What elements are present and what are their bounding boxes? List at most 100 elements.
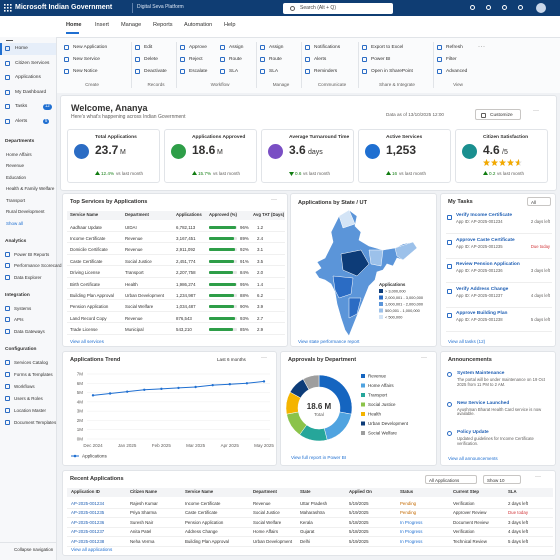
cell[interactable]: AP-2025-001236 [71, 519, 105, 525]
period-dropdown[interactable]: Last 6 months [213, 355, 257, 364]
announcement-title[interactable]: New Service Launched [457, 400, 510, 406]
nav-item[interactable]: Services Catalog [14, 359, 49, 365]
ribbon-button[interactable]: Deactivate [144, 69, 167, 74]
ribbon-button[interactable]: Reminders [314, 69, 338, 74]
ribbon-button[interactable]: Delete [144, 57, 158, 62]
ribbon-button[interactable]: Power BI [371, 57, 391, 62]
top-icon[interactable] [470, 5, 475, 10]
nav-item[interactable]: Document Templates [14, 419, 57, 425]
ribbon-button[interactable]: Route [229, 57, 242, 62]
nav-item[interactable]: Education [6, 174, 27, 180]
nav-item[interactable]: Applications [15, 75, 41, 81]
nav-item[interactable]: Home Affairs [6, 151, 32, 157]
top-icon[interactable] [486, 5, 491, 10]
search-box[interactable]: Search (Alt + Q) [283, 2, 393, 14]
nav-item[interactable]: APIs [14, 317, 24, 322]
link[interactable]: View state performance report [298, 339, 360, 344]
nav-item[interactable]: Revenue [6, 163, 25, 168]
ribbon-button[interactable]: New Service [73, 57, 100, 62]
nav-item[interactable]: Data Explorer [14, 274, 42, 280]
ribbon-button[interactable]: Alerts [314, 57, 327, 62]
cell[interactable]: AP-2025-001234 [71, 501, 105, 506]
link[interactable]: View all announcements [448, 456, 498, 461]
nav-item[interactable]: Users & Roles [14, 395, 43, 401]
link[interactable]: View all applications [71, 547, 113, 552]
cell[interactable]: AP-2025-001237 [71, 529, 105, 535]
nav-item[interactable]: Workflows [14, 383, 35, 389]
filter-dropdown[interactable]: All Applications [425, 475, 477, 484]
bar [209, 248, 235, 252]
ribbon-button[interactable]: Route [269, 57, 282, 62]
link[interactable]: View all services [70, 339, 104, 344]
nav-item[interactable]: Alerts [15, 119, 28, 124]
ribbon-tab[interactable]: Help [224, 22, 236, 28]
cell[interactable]: AP-2025-001235 [71, 510, 105, 516]
nav-item[interactable]: Tasks [15, 104, 28, 110]
more[interactable]: ··· [478, 44, 486, 50]
task-title[interactable]: Review Pension Application [456, 262, 520, 267]
ribbon-button[interactable]: Filter [446, 57, 457, 62]
nav-item[interactable]: My Dashboard [15, 89, 47, 95]
more[interactable]: ··· [271, 197, 277, 203]
avatar[interactable] [536, 3, 546, 13]
ribbon-button[interactable]: New Notice [73, 69, 98, 74]
ribbon-button[interactable]: Notifications [314, 45, 341, 50]
ribbon-button[interactable]: Advanced [446, 69, 468, 74]
filter-dropdown[interactable]: All [527, 197, 551, 206]
more[interactable]: ··· [421, 355, 427, 361]
legend-swatch [361, 421, 365, 426]
ribbon-group-label: Communicate [317, 82, 347, 87]
nav-collapse[interactable]: Collapse navigation [14, 547, 54, 552]
ribbon-button[interactable]: Edit [144, 45, 153, 50]
ribbon-button[interactable]: New Application [73, 45, 108, 50]
task-title[interactable]: Approve Building Plan [456, 311, 508, 316]
task-title[interactable]: Verify Address Change [456, 286, 509, 292]
top-icon[interactable] [502, 5, 507, 10]
kpi-value: 4.6 [483, 143, 500, 157]
task-title[interactable]: Approve Caste Certificate [456, 237, 515, 243]
nav-link[interactable]: Show all [6, 220, 24, 226]
ribbon-button[interactable]: Refresh [446, 45, 463, 50]
ribbon-button[interactable]: Approve [189, 45, 207, 50]
filter-dropdown[interactable]: Show 10 [483, 475, 521, 484]
ribbon-button[interactable]: Assign [229, 45, 244, 50]
cell[interactable]: AP-2025-001238 [71, 538, 105, 544]
more[interactable]: ··· [535, 474, 541, 480]
ribbon-button[interactable]: Export to Excel [371, 45, 404, 50]
ribbon-button[interactable]: SLA [229, 69, 239, 74]
nav-item[interactable]: Systems [14, 305, 32, 311]
icon [437, 69, 442, 74]
link[interactable]: View all tasks (12) [448, 339, 486, 344]
ribbon-button[interactable]: SLA [269, 69, 279, 74]
ribbon-tab[interactable]: Automation [184, 22, 213, 28]
ribbon-tab[interactable]: Reports [153, 22, 173, 28]
nav-item[interactable]: Performance Scorecard [14, 263, 62, 268]
nav-item[interactable]: Data Gateways [14, 328, 45, 334]
ribbon-button[interactable]: Reject [189, 57, 203, 62]
link[interactable]: View full report in Power BI [291, 455, 347, 460]
nav-item[interactable]: Power BI Reports [14, 251, 50, 257]
nav-item[interactable]: Health & Family Welfare [6, 186, 55, 191]
ribbon-tab[interactable]: Manage [121, 22, 142, 28]
nav-item[interactable]: Transport [6, 197, 26, 203]
row-divider [67, 508, 553, 509]
more[interactable]: ··· [533, 108, 539, 114]
top-icon[interactable] [518, 5, 523, 10]
y-tick-label: 4M [77, 399, 84, 404]
icon [305, 45, 310, 50]
task-title[interactable]: Verify Income Certificate [456, 213, 512, 218]
ribbon-button[interactable]: Assign [269, 45, 284, 50]
more[interactable]: ··· [261, 355, 267, 361]
ribbon-button[interactable]: Escalate [189, 69, 208, 74]
announcement-title[interactable]: System Maintenance [457, 371, 505, 376]
ribbon-button[interactable]: Open in SharePoint [371, 69, 413, 74]
ribbon-tab[interactable]: Home [66, 22, 82, 28]
customize-button[interactable]: Customize [475, 109, 521, 120]
nav-item[interactable]: Forms & Templates [14, 371, 53, 377]
announcement-title[interactable]: Policy Update [457, 430, 489, 435]
ribbon-tab[interactable]: Insert [95, 22, 109, 28]
nav-item[interactable]: Location Master [14, 407, 47, 413]
nav-item[interactable]: Rural Development [6, 209, 45, 214]
nav-item[interactable]: Citizen Services [15, 60, 50, 66]
nav-item[interactable]: Home [15, 46, 28, 51]
